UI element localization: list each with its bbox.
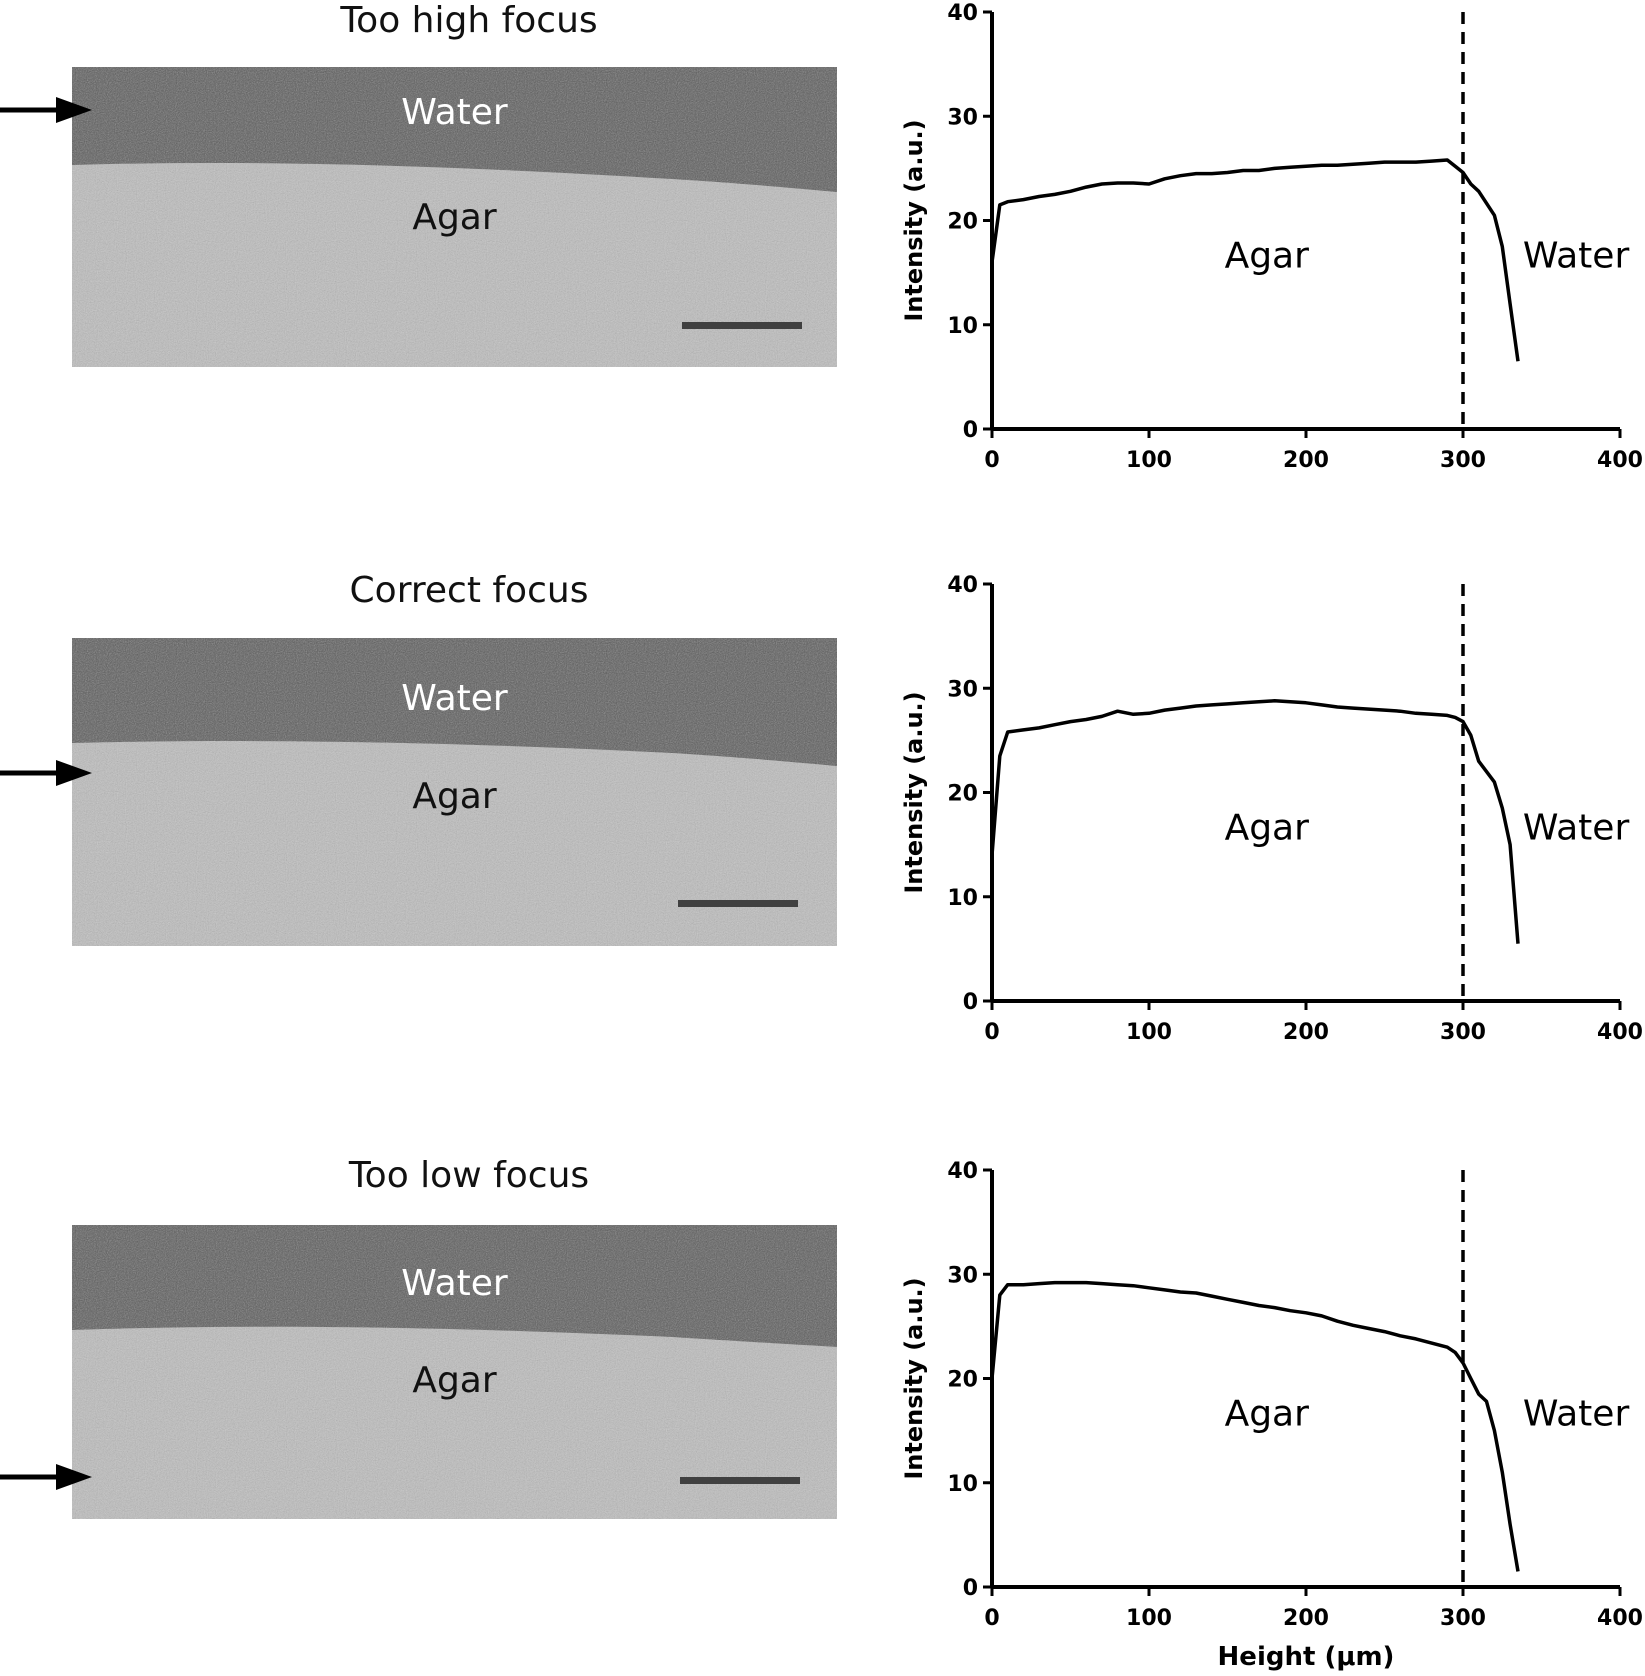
y-tick-label: 30 <box>947 1263 978 1288</box>
water-label: Water <box>401 678 508 719</box>
water-annotation: Water <box>1523 807 1630 848</box>
y-axis-label: Intensity (a.u.) <box>900 119 928 321</box>
y-axis-label: Intensity (a.u.) <box>900 691 928 893</box>
water-annotation: Water <box>1523 235 1630 276</box>
y-tick-label: 30 <box>947 105 978 130</box>
x-tick-label: 100 <box>1126 1020 1172 1045</box>
oct-image-correct: Water Agar <box>72 638 837 946</box>
y-tick-label: 10 <box>947 314 978 339</box>
focus-arrow-icon <box>0 760 92 786</box>
y-tick-label: 0 <box>963 990 978 1015</box>
x-tick-label: 300 <box>1440 1020 1486 1045</box>
x-tick-label: 300 <box>1440 448 1486 473</box>
y-tick-label: 10 <box>947 1472 978 1497</box>
y-tick-label: 20 <box>947 210 978 235</box>
intensity-series-line <box>990 158 1520 362</box>
oct-image-too-high: Water Agar <box>72 67 837 367</box>
y-tick-label: 0 <box>963 418 978 443</box>
scale-bar <box>682 322 802 329</box>
agar-annotation: Agar <box>1225 235 1310 276</box>
agar-annotation: Agar <box>1225 807 1310 848</box>
y-axis-label: Intensity (a.u.) <box>900 1277 928 1479</box>
agar-annotation: Agar <box>1225 1393 1310 1434</box>
y-tick-label: 20 <box>947 1368 978 1393</box>
water-label: Water <box>401 1263 508 1304</box>
focus-arrow-icon <box>0 1464 92 1490</box>
x-tick-label: 400 <box>1597 1606 1643 1631</box>
panel-title-too-high: Too high focus <box>340 0 598 41</box>
x-tick-label: 0 <box>984 1020 999 1045</box>
panel-title-correct: Correct focus <box>349 570 589 611</box>
y-tick-label: 10 <box>947 886 978 911</box>
panel-title-too-low: Too low focus <box>348 1155 590 1196</box>
y-tick-label: 40 <box>947 1159 978 1184</box>
x-tick-label: 300 <box>1440 1606 1486 1631</box>
water-label: Water <box>401 92 508 133</box>
scale-bar <box>680 1477 800 1484</box>
agar-label: Agar <box>412 776 497 817</box>
agar-label: Agar <box>412 197 497 238</box>
intensity-series-line <box>990 699 1520 944</box>
y-tick-label: 0 <box>963 1576 978 1601</box>
y-tick-label: 40 <box>947 573 978 598</box>
x-tick-label: 400 <box>1597 1020 1643 1045</box>
y-tick-label: 20 <box>947 782 978 807</box>
focus-arrow-icon <box>0 97 92 123</box>
agar-label: Agar <box>412 1360 497 1401</box>
x-tick-label: 100 <box>1126 448 1172 473</box>
x-tick-label: 200 <box>1283 1606 1329 1631</box>
x-tick-label: 400 <box>1597 448 1643 473</box>
scale-bar <box>678 900 798 907</box>
water-annotation: Water <box>1523 1393 1630 1434</box>
y-tick-label: 30 <box>947 677 978 702</box>
y-tick-label: 40 <box>947 1 978 26</box>
x-tick-label: 200 <box>1283 1020 1329 1045</box>
oct-image-too-low: Water Agar <box>72 1225 837 1519</box>
x-tick-label: 100 <box>1126 1606 1172 1631</box>
x-axis-label: Height (μm) <box>1218 1642 1395 1672</box>
x-tick-label: 0 <box>984 1606 999 1631</box>
x-tick-label: 0 <box>984 448 999 473</box>
x-tick-label: 200 <box>1283 448 1329 473</box>
intensity-series-line <box>990 1280 1520 1572</box>
